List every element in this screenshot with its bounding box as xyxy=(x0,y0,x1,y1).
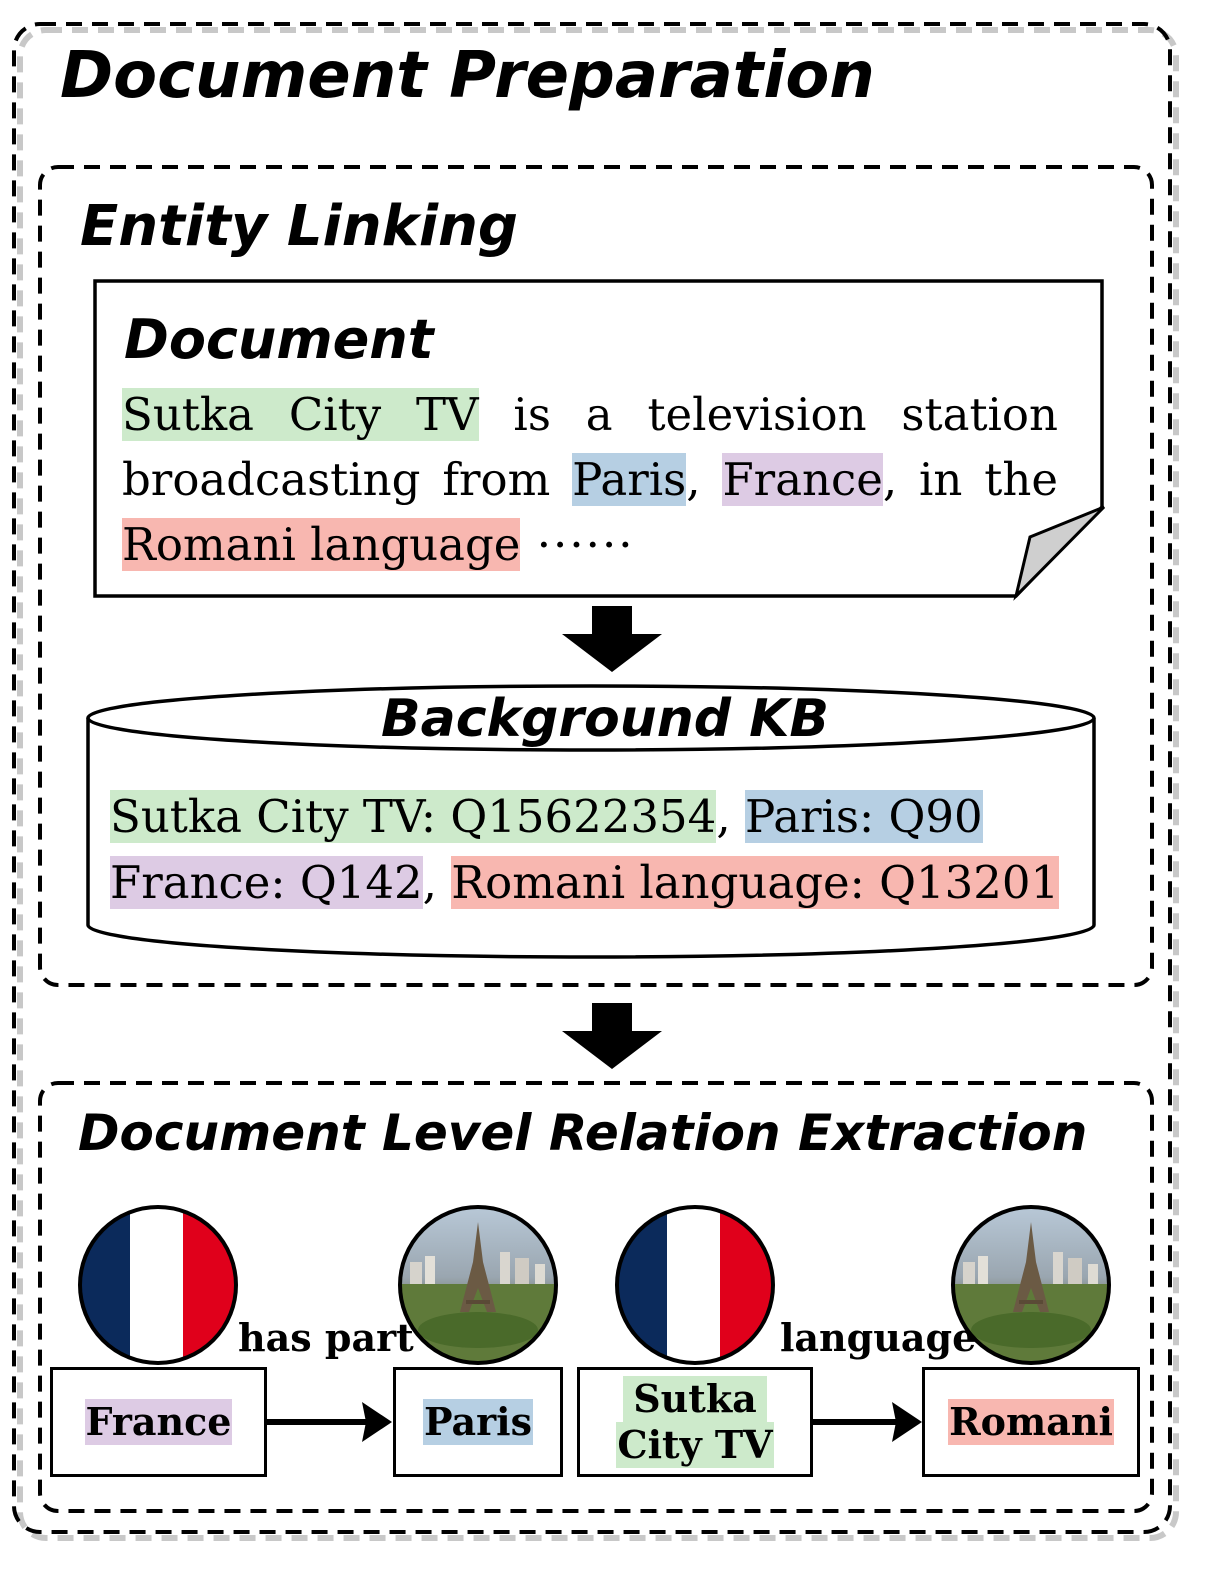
entity-linking-frame xyxy=(38,165,1154,987)
kb-line-1: Sutka City TV: Q15622354, Paris: Q90 xyxy=(110,785,983,849)
entity-mention: France xyxy=(722,453,883,506)
entity-box-sutka: Sutka City TV xyxy=(577,1367,813,1477)
entity-label-sutka-line2: City TV xyxy=(616,1422,774,1468)
entity-box-romani: Romani xyxy=(922,1367,1140,1477)
kb-heading: Background KB xyxy=(380,689,830,749)
has-part-arrow-head xyxy=(362,1402,392,1442)
kb-cylinder-top xyxy=(86,684,1096,752)
entity-mention: Sutka City TV xyxy=(122,388,479,441)
document-fold xyxy=(1013,505,1106,601)
entity-linking-heading: Entity Linking xyxy=(80,194,518,259)
france-flag-icon xyxy=(80,1207,236,1363)
entity-box-france: France xyxy=(50,1367,267,1477)
text-segment: broadcasting from xyxy=(122,453,573,506)
document-line-2: broadcasting from Paris, France, in the xyxy=(122,447,1058,513)
document-line-3: Romani language ······ xyxy=(122,512,635,578)
text-segment: , xyxy=(716,790,745,843)
entity-label-sutka: Sutka City TV xyxy=(616,1376,774,1468)
entity-label-france: France xyxy=(84,1399,233,1445)
down-arrow-2 xyxy=(562,1003,662,1069)
text-segment: ······ xyxy=(520,518,635,571)
entity-label-paris: Paris xyxy=(422,1399,534,1445)
language-arrow-head xyxy=(892,1402,922,1442)
text-segment: , xyxy=(422,856,452,909)
entity-label-romani: Romani xyxy=(948,1399,1114,1445)
entity-mention: France: Q142 xyxy=(110,856,423,909)
document-heading: Document xyxy=(124,308,434,371)
relation-label-has-part: has part xyxy=(238,1315,414,1360)
entity-mention: Paris: Q90 xyxy=(744,790,983,843)
entity-mention: Sutka City TV: Q15622354 xyxy=(110,790,717,843)
outer-frame-shadow xyxy=(17,27,1179,1541)
page-title: Document Preparation xyxy=(60,39,875,113)
entity-mention: Paris xyxy=(572,453,687,506)
text-segment: , in the xyxy=(882,453,1059,506)
outer-frame xyxy=(12,22,1172,1534)
down-arrow-1 xyxy=(562,606,662,672)
text-segment: , xyxy=(686,453,723,506)
document-line-1: Sutka City TV is a television station xyxy=(122,382,1058,448)
entity-mention: Romani language xyxy=(122,518,521,571)
relation-label-language: language xyxy=(780,1315,977,1360)
text-segment: is a television station xyxy=(478,388,1058,441)
relation-extraction-heading: Document Level Relation Extraction xyxy=(78,1104,1088,1162)
entity-mention: Romani language: Q13201 xyxy=(451,856,1060,909)
relation-extraction-frame xyxy=(38,1081,1154,1513)
kb-line-2: France: Q142, Romani language: Q13201 xyxy=(110,851,1060,915)
entity-label-sutka-line1: Sutka xyxy=(623,1376,767,1422)
entity-box-paris: Paris xyxy=(393,1367,563,1477)
